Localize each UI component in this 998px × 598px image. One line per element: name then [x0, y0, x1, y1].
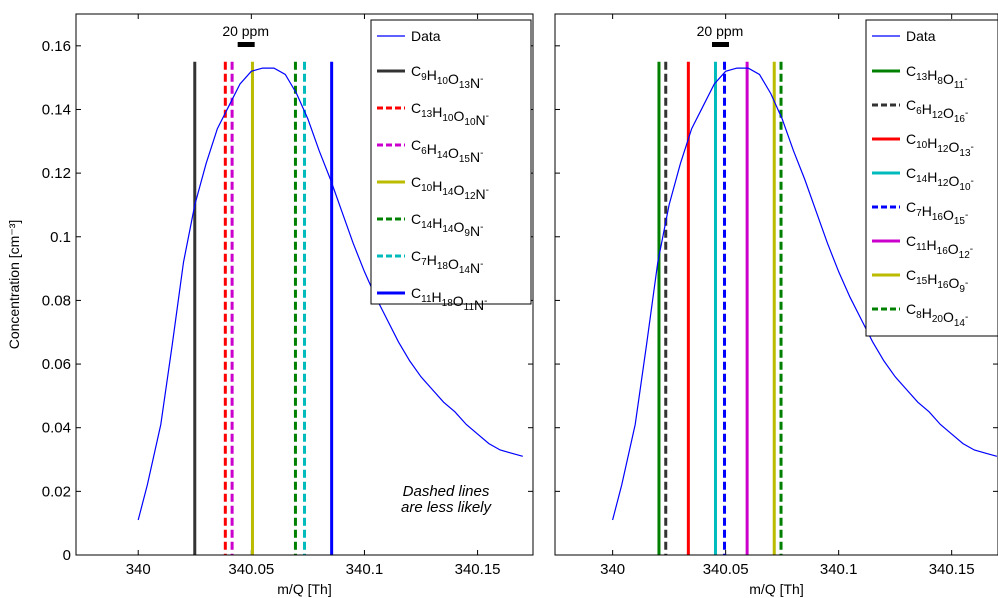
x-tick-label: 340 [126, 561, 151, 578]
y-tick-label: 0.14 [42, 101, 71, 118]
y-tick-label: 0.12 [42, 165, 71, 182]
scale-bar-label: 20 ppm [222, 23, 269, 39]
x-axis-label: m/Q [Th] [749, 581, 803, 597]
legend-label-6: C11H16O12- [906, 233, 973, 261]
legend-label-6: C7H18O14N- [411, 248, 483, 276]
legend-label-5: C14H14O9N- [411, 211, 483, 239]
axes-frame [75, 13, 534, 556]
legend-label-7: C15H16O9- [906, 267, 968, 295]
plot-content [612, 61, 998, 555]
legend-label-4: C10H14O12N- [411, 174, 489, 202]
legend-label-8: C8H20O14- [906, 301, 968, 329]
chart-panel-2: 340 340.05 340.1 340.15 20 ppm m/Q [Th] Data C1… [554, 13, 998, 597]
legend-label-3: C10H12O13- [906, 131, 974, 159]
legend: Data C13H8O11- C6H12O16- C10H12O13- C14H12O1… [865, 19, 998, 337]
scale-bar [237, 42, 255, 47]
x-tick-label: 340.05 [228, 561, 274, 578]
legend-label-4: C14H12O10- [906, 165, 974, 193]
y-tick-label: 0.06 [42, 356, 71, 373]
axes-frame [554, 13, 998, 556]
legend-box [865, 19, 998, 337]
legend-label-5: C7H16O15- [906, 199, 968, 227]
x-tick-label: 340.1 [820, 561, 858, 578]
y-tick-label: 0 [63, 547, 71, 564]
legend-label-data: Data [411, 28, 441, 44]
chart-panel-1: 340 340.05 340.1 340.15 0 0.02 0.04 0.06 0.08 0.1… [6, 13, 534, 597]
legend-label-data: Data [906, 28, 936, 44]
y-tick-label: 0.02 [42, 483, 71, 500]
legend-label-2: C6H12O16- [906, 97, 968, 125]
x-tick-label: 340.15 [455, 561, 501, 578]
x-tick-label: 340.05 [703, 561, 749, 578]
x-tick-label: 340.15 [929, 561, 975, 578]
legend-label-1: C13H8O11- [906, 63, 968, 91]
y-tick-label: 0.16 [42, 38, 71, 55]
data-line [137, 67, 523, 521]
legend: Data C9H10O13N- C13H10O10N- C6H14O15N- C10H1… [370, 19, 532, 313]
data-line [612, 67, 998, 521]
legend-label-3: C6H14O15N- [411, 137, 483, 165]
y-tick-label: 0.1 [50, 229, 71, 246]
x-tick-label: 340.1 [346, 561, 384, 578]
plot-content [137, 61, 523, 555]
x-tick-label: 340 [600, 561, 625, 578]
legend-label-1: C9H10O13N- [411, 63, 483, 91]
legend-label-2: C13H10O10N- [411, 100, 489, 128]
y-tick-label: 0.08 [42, 292, 71, 309]
annotation-text: are less likely [401, 499, 493, 516]
scale-bar [711, 42, 729, 47]
x-axis-label: m/Q [Th] [277, 581, 331, 597]
y-tick-label: 0.04 [42, 420, 71, 437]
scale-bar-label: 20 ppm [697, 23, 744, 39]
legend-label-7: C11H18O11N- [411, 285, 488, 313]
y-axis-label: Concentration [cm⁻³] [6, 220, 22, 350]
annotation-text: Dashed lines [403, 483, 490, 500]
